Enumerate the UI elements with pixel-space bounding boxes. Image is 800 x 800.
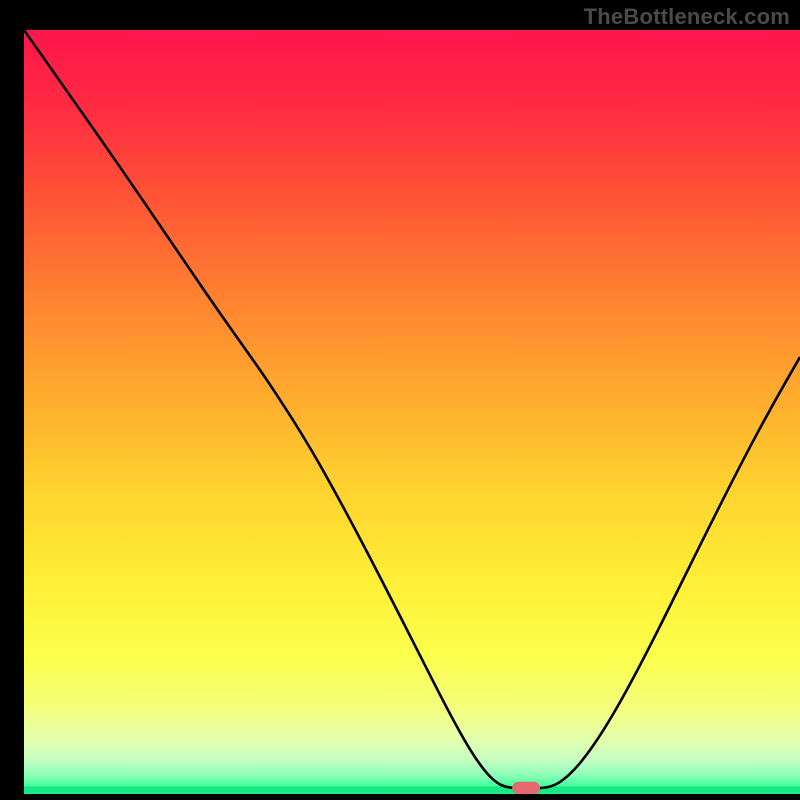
gradient-background (24, 30, 800, 794)
watermark-label: TheBottleneck.com (584, 4, 790, 30)
plot-area (24, 30, 800, 794)
chart-frame: TheBottleneck.com (0, 0, 800, 800)
chart-svg (24, 30, 800, 794)
sweet-spot-marker (512, 782, 540, 794)
